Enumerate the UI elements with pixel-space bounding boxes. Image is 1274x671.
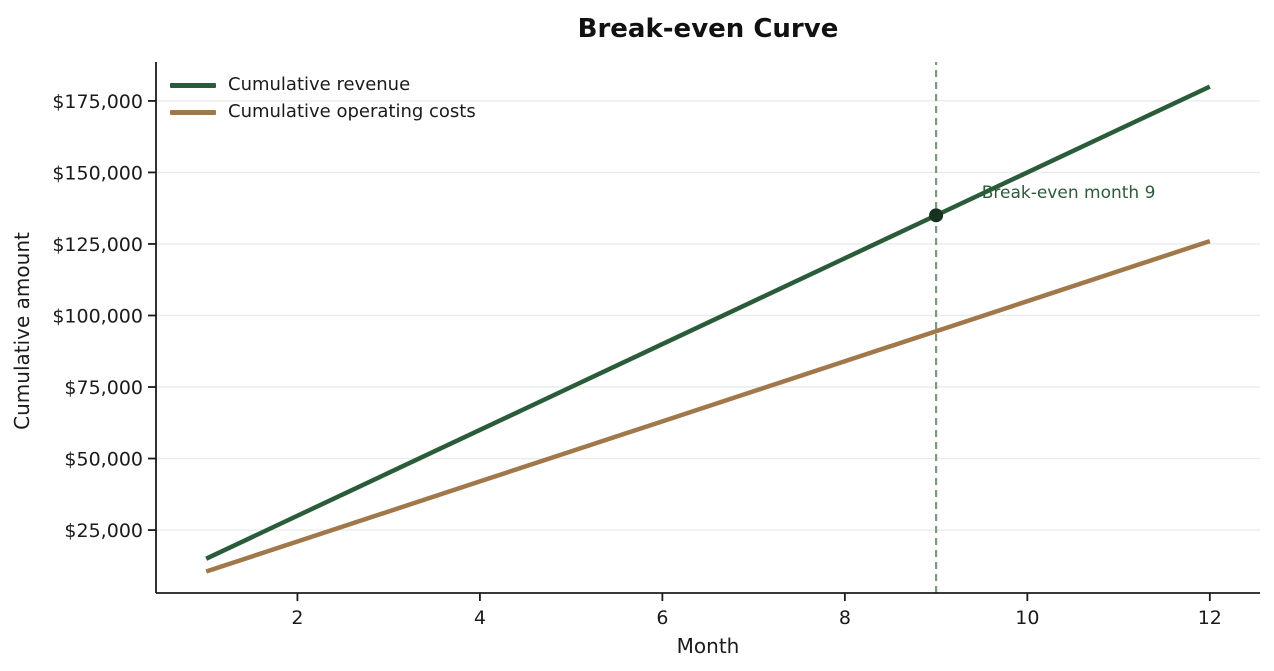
legend: Cumulative revenue Cumulative operating … <box>170 76 476 121</box>
y-axis-label: Cumulative amount <box>10 232 34 430</box>
legend-swatch-costs <box>170 109 216 115</box>
y-tick-label: $150,000 <box>52 162 143 184</box>
x-tick-label: 4 <box>474 607 486 629</box>
legend-item-revenue: Cumulative revenue <box>170 76 476 94</box>
breakeven-annotation: Break-even month 9 <box>982 183 1156 203</box>
x-axis-label: Month <box>676 634 740 658</box>
breakeven-marker <box>929 208 944 223</box>
legend-label-costs: Cumulative operating costs <box>228 101 476 122</box>
x-tick-label: 2 <box>291 607 303 629</box>
y-tick-label: $175,000 <box>52 91 143 113</box>
y-tick-label: $75,000 <box>64 377 143 399</box>
x-tick-label: 6 <box>656 607 668 629</box>
costs-line <box>205 238 1211 574</box>
revenue-line <box>205 84 1211 561</box>
y-tick-label: $100,000 <box>52 305 143 327</box>
y-tick-label: $125,000 <box>52 234 143 256</box>
chart-title: Break-even Curve <box>577 14 839 44</box>
legend-label-revenue: Cumulative revenue <box>228 74 411 95</box>
x-tick-label: 10 <box>1015 607 1039 629</box>
y-tick-label: $25,000 <box>64 520 143 542</box>
x-tick-label: 8 <box>839 607 851 629</box>
legend-item-costs: Cumulative operating costs <box>170 103 476 121</box>
legend-swatch-revenue <box>170 82 216 88</box>
y-tick-label: $50,000 <box>64 449 143 471</box>
x-tick-label: 12 <box>1198 607 1222 629</box>
